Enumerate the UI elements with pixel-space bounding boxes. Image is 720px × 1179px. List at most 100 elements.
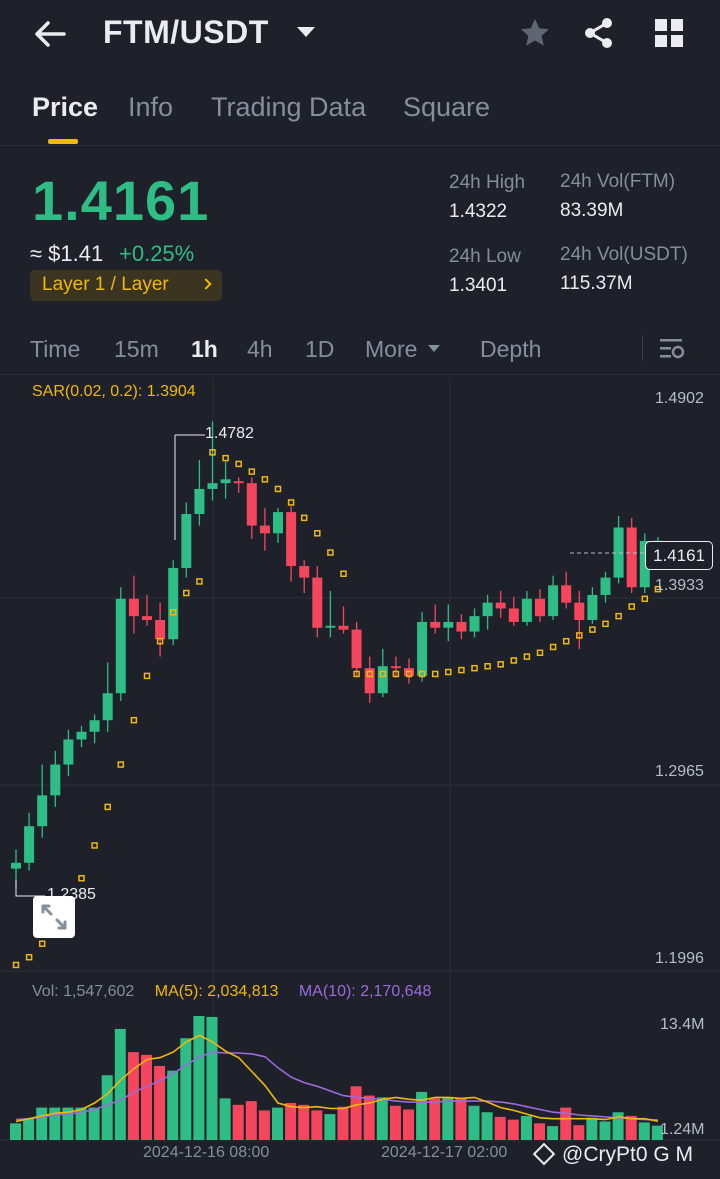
sar-dot [602, 620, 609, 628]
candle-body [613, 527, 624, 578]
sar-dot [300, 514, 308, 522]
candle-body [587, 594, 598, 620]
volume-bar [429, 1098, 441, 1140]
volume-bar [481, 1112, 493, 1140]
tab-trading-data[interactable]: Trading Data [211, 92, 367, 122]
candle-body [430, 621, 441, 628]
candle-body [521, 598, 532, 622]
high-value: 1.4322 [449, 201, 508, 222]
candle-body [325, 625, 336, 628]
vol-base-value: 83.39M [560, 200, 624, 221]
interval-4h[interactable]: 4h [247, 336, 273, 362]
sar-dot [615, 612, 622, 620]
vol-base-label: 24h Vol(FTM) [560, 171, 676, 192]
volume-bar [298, 1104, 310, 1140]
sar-dot [222, 454, 229, 462]
interval-time[interactable]: Time [30, 336, 81, 362]
volume-bar [534, 1123, 545, 1140]
volume-bar [10, 1123, 21, 1140]
candle-body [469, 616, 480, 632]
favorite-star-icon[interactable] [518, 16, 552, 50]
sar-dot [12, 961, 20, 969]
interval-1d[interactable]: 1D [305, 336, 335, 362]
current-price-tag: 1.4161 [645, 541, 713, 570]
price-tick-2: 1.3933 [655, 577, 704, 594]
grid-menu-icon[interactable] [654, 18, 684, 48]
interval-15m[interactable]: 15m [114, 336, 159, 362]
candle-body [11, 862, 21, 869]
candle-body [561, 585, 572, 603]
volume-bar [599, 1121, 611, 1140]
sar-dot [143, 672, 151, 680]
sar-dot [91, 842, 98, 849]
sar-dot [458, 666, 465, 674]
chart-settings-icon[interactable] [658, 336, 686, 362]
tab-price[interactable]: Price [32, 92, 99, 122]
candle-body [220, 479, 231, 484]
candle-body [456, 621, 467, 632]
candle-body [37, 795, 48, 827]
sar-dot [471, 664, 478, 672]
candle-body [495, 602, 506, 609]
candle-body [574, 602, 585, 620]
share-icon[interactable] [582, 16, 616, 50]
more-dropdown-icon[interactable] [428, 345, 440, 352]
volume-bar [36, 1107, 48, 1140]
candle-body [233, 481, 244, 484]
binance-logo-icon [532, 1142, 556, 1166]
candle-body [390, 666, 401, 669]
volume-bar [154, 1065, 166, 1140]
volume-bar [219, 1098, 231, 1140]
volume-bar [114, 1028, 126, 1140]
tab-square[interactable]: Square [403, 92, 491, 122]
candle-body [259, 525, 270, 534]
volume-bar [272, 1107, 283, 1140]
volume-bar [193, 1016, 205, 1140]
candle-body [89, 720, 100, 732]
sar-dot [536, 649, 544, 657]
candle-body [155, 619, 166, 640]
page-tabs: Price Info Trading Data Square [0, 80, 720, 146]
volume-bar [403, 1109, 414, 1140]
expand-icon [41, 904, 67, 930]
candle-body [299, 566, 310, 578]
volume-bar [376, 1097, 388, 1140]
ma10-line [15, 1051, 658, 1121]
vol-tick-top: 13.4M [660, 1016, 705, 1033]
sar-dot [392, 670, 400, 678]
volume-bar [520, 1115, 532, 1140]
sar-dot [549, 643, 557, 651]
high-marker-label: 1.4782 [205, 425, 254, 442]
candle-body [115, 598, 126, 694]
back-arrow-icon[interactable] [30, 16, 70, 52]
candle-body [194, 488, 205, 515]
pair-dropdown-icon[interactable] [297, 27, 315, 37]
expand-chart-button[interactable] [33, 896, 75, 938]
volume-bar [49, 1107, 61, 1140]
sar-dot [484, 662, 491, 670]
volume-bar [285, 1102, 297, 1140]
volume-bar [245, 1101, 257, 1140]
interval-1h[interactable]: 1h [191, 336, 218, 362]
candle-body [24, 826, 35, 863]
sar-dot [589, 626, 596, 633]
volume-bar [494, 1116, 506, 1140]
sar-dot [641, 595, 649, 603]
pair-title[interactable]: FTM/USDT [103, 14, 269, 50]
price-tick-3: 1.2965 [655, 763, 704, 780]
candle-body [364, 668, 375, 694]
candle-body [508, 608, 519, 622]
volume-bar [167, 1070, 179, 1140]
sar-dot [431, 670, 439, 678]
tab-info[interactable]: Info [128, 92, 174, 122]
candlestick-chart[interactable] [0, 378, 720, 1179]
price-tick-1: 1.4902 [655, 390, 704, 407]
category-tag[interactable]: Layer 1 / Layer [30, 270, 222, 301]
volume-bar [651, 1125, 663, 1140]
volume-bar [560, 1107, 572, 1140]
volume-bar [232, 1104, 244, 1140]
volume-bar [324, 1114, 336, 1140]
volume-bar [586, 1117, 598, 1140]
interval-depth[interactable]: Depth [480, 336, 542, 362]
interval-more[interactable]: More [365, 336, 418, 362]
